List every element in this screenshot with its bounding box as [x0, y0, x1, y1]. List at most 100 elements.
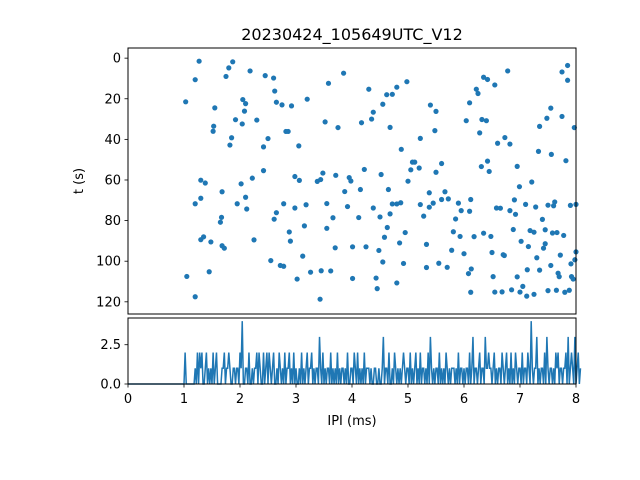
histogram-x-axis-label: IPI (ms) — [327, 414, 376, 429]
scatter-point — [346, 174, 352, 181]
scatter-point — [273, 99, 279, 105]
y-tick-label: 20 — [104, 92, 121, 107]
scatter-point — [273, 210, 279, 216]
scatter-point — [342, 188, 348, 195]
scatter-panel: 0 20 40 60 80 100 120 t (s) — [72, 47, 579, 315]
scatter-point — [505, 68, 511, 74]
scatter-point — [318, 176, 324, 183]
scatter-point — [210, 128, 216, 134]
scatter-point — [361, 166, 367, 173]
scatter-point — [467, 208, 473, 214]
scatter-point — [562, 289, 568, 295]
scatter-point — [376, 247, 382, 254]
scatter-point — [300, 253, 306, 259]
scatter-point — [192, 77, 198, 83]
scatter-point — [492, 82, 498, 88]
scatter-point — [545, 202, 551, 208]
scatter-point — [542, 227, 548, 233]
scatter-point — [288, 103, 295, 109]
scatter-point — [380, 259, 386, 265]
scatter-point — [227, 142, 233, 148]
scatter-point — [507, 208, 513, 214]
scatter-point — [271, 216, 277, 222]
scatter-clip-group — [183, 58, 579, 302]
scatter-point — [468, 289, 474, 295]
x-tick-label: 2 — [236, 392, 244, 407]
scatter-point — [243, 194, 249, 200]
scatter-point — [458, 208, 464, 214]
scatter-point — [370, 109, 376, 115]
scatter-point — [198, 177, 204, 183]
scatter-point — [366, 86, 372, 92]
scatter-point — [432, 128, 438, 134]
scatter-point — [404, 79, 410, 85]
scatter-point — [477, 130, 483, 136]
scatter-point — [324, 200, 330, 207]
scatter-point — [318, 268, 324, 274]
scatter-point — [201, 234, 207, 240]
scatter-point — [328, 268, 334, 274]
scatter-point — [389, 91, 395, 97]
scatter-point — [481, 74, 487, 80]
scatter-point — [471, 234, 477, 240]
scatter-point — [332, 245, 338, 251]
scatter-point — [489, 249, 495, 256]
scatter-point — [384, 92, 390, 98]
scatter-point — [444, 264, 450, 270]
scatter-point — [481, 230, 487, 236]
scatter-point — [490, 274, 496, 280]
scatter-point — [239, 121, 245, 127]
scatter-point — [405, 178, 411, 184]
scatter-point — [363, 244, 369, 250]
y-tick-label: 2.5 — [100, 338, 121, 353]
scatter-point — [510, 226, 516, 233]
x-tick-label: 3 — [292, 392, 300, 407]
scatter-point — [240, 96, 246, 103]
scatter-point — [260, 168, 267, 174]
scatter-point — [442, 189, 448, 195]
scatter-point — [370, 205, 376, 211]
scatter-point — [417, 201, 423, 208]
scatter-point — [479, 116, 485, 123]
scatter-point — [198, 195, 204, 201]
scatter-point — [349, 275, 356, 282]
scatter-point — [373, 275, 379, 281]
scatter-point — [292, 205, 298, 211]
scatter-point — [531, 229, 537, 235]
scatter-point — [486, 168, 492, 175]
scatter-point — [301, 223, 307, 229]
scatter-point — [238, 181, 244, 187]
scatter-point — [523, 201, 529, 207]
scatter-point — [426, 204, 432, 210]
scatter-point — [445, 196, 451, 202]
scatter-point — [398, 146, 404, 152]
scatter-point — [478, 163, 484, 170]
scatter-point — [449, 247, 455, 253]
scatter-point — [374, 286, 380, 292]
scatter-point — [461, 251, 467, 257]
histogram-y-ticks: 0.0 2.5 — [100, 338, 128, 393]
scatter-point — [416, 165, 422, 171]
scatter-point — [463, 118, 469, 124]
scatter-point — [229, 135, 235, 141]
scatter-point — [433, 169, 439, 175]
scatter-point — [453, 216, 459, 222]
scatter-point — [514, 163, 520, 169]
scatter-point — [317, 296, 323, 302]
scatter-point — [287, 238, 293, 244]
scatter-y-axis-label: t (s) — [72, 168, 87, 194]
scatter-point — [320, 170, 326, 176]
scatter-point — [296, 177, 302, 183]
scatter-point — [281, 201, 287, 207]
y-tick-label: 100 — [96, 255, 121, 270]
scatter-point — [244, 206, 250, 212]
scatter-point — [493, 205, 500, 211]
scatter-point — [455, 200, 461, 206]
scatter-point — [296, 143, 302, 149]
scatter-point — [249, 175, 255, 181]
scatter-point — [324, 225, 330, 231]
scatter-point — [394, 201, 400, 207]
scatter-point — [516, 184, 523, 190]
scatter-point — [223, 73, 229, 80]
scatter-point — [439, 160, 445, 167]
